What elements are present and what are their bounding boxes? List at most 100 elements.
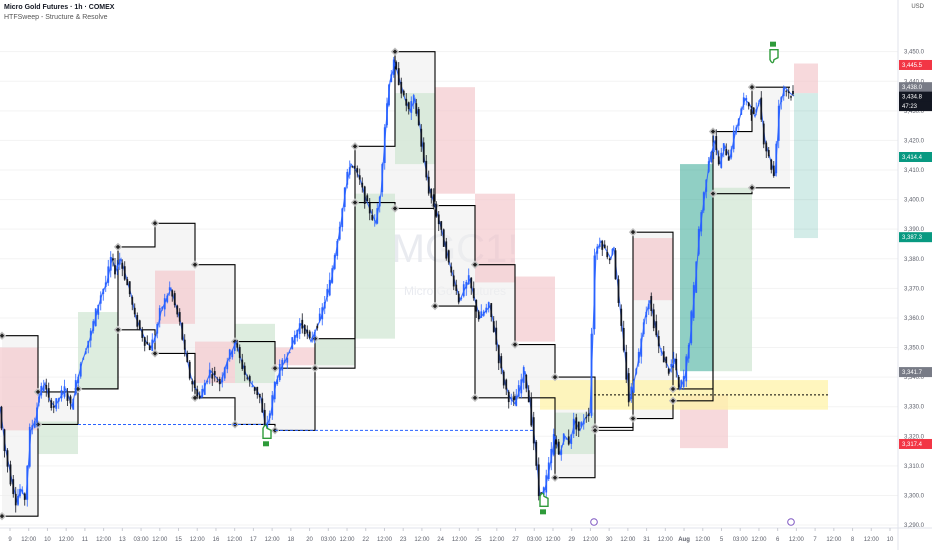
candle-body (567, 436, 570, 445)
candle-body (587, 413, 590, 417)
candle-body (487, 302, 490, 308)
candle-body (276, 379, 279, 385)
x-tick-label: 12:00 (695, 537, 711, 543)
candle-body (143, 337, 146, 346)
candle-body (447, 250, 450, 263)
event-marker-icon[interactable] (787, 518, 795, 526)
candle-body (163, 298, 166, 310)
candle-body (278, 363, 281, 381)
candle-body (770, 159, 773, 170)
candle-body (60, 390, 63, 399)
x-tick-label: 11 (82, 537, 89, 543)
candle-body (243, 365, 246, 375)
candle-body (261, 398, 264, 413)
pivot-low-diamond (390, 204, 400, 213)
candle-body (457, 293, 460, 303)
x-tick-label: 9 (8, 537, 12, 543)
candle-body (116, 265, 119, 270)
candle-body (672, 358, 675, 364)
x-tick-label: 12:00 (751, 537, 767, 543)
candle-body (94, 308, 97, 327)
zone-bear (435, 87, 475, 194)
candle-body (368, 202, 371, 214)
candle-body (507, 391, 510, 403)
x-tick-label: 03:00 (527, 537, 543, 543)
x-tick-label: 12:00 (545, 537, 561, 543)
candle-body (23, 493, 26, 500)
candle-body (17, 495, 19, 505)
y-tick-label: 3,360.0 (904, 316, 925, 322)
candle-body (136, 315, 139, 327)
candle-body (545, 475, 548, 493)
candle-body (6, 450, 9, 467)
candle-body (455, 284, 458, 291)
candle-body (156, 323, 159, 334)
y-tick-label: 3,420.0 (904, 138, 925, 144)
candle-body (341, 208, 344, 228)
candle-body (617, 279, 620, 303)
candle-body (40, 385, 43, 396)
pivot-high-diamond (470, 260, 480, 269)
candle-body (381, 164, 384, 193)
candle-body (131, 297, 134, 305)
candle-body (388, 84, 390, 106)
y-tick-label: 3,290.0 (904, 523, 925, 529)
candle-body (66, 393, 69, 401)
sweep-markers (262, 41, 779, 515)
candle-body (655, 321, 658, 336)
candle-body (173, 293, 176, 306)
x-tick-label: 12:00 (583, 537, 599, 543)
candle-body (203, 383, 206, 395)
y-tick-label: 3,300.0 (904, 493, 925, 499)
candle-body (470, 277, 473, 289)
candle-body (675, 358, 678, 371)
candle-body (216, 381, 219, 383)
y-tick-label: 3,320.0 (904, 434, 925, 440)
candle-body (608, 258, 611, 261)
x-tick-label: 12:00 (377, 537, 393, 543)
candle-body (637, 351, 640, 363)
candle-body (141, 329, 144, 338)
candle-body (606, 251, 609, 258)
hand-badge (770, 41, 776, 47)
candle-body (271, 395, 274, 416)
candle-body (465, 281, 468, 289)
candle-body (657, 336, 660, 347)
indicator-name[interactable]: HTFSweep - Structure & Resolve (4, 14, 108, 21)
candle-body (198, 395, 201, 398)
candle-body (331, 268, 334, 283)
candle-body (326, 289, 329, 298)
candle-body (565, 438, 568, 440)
x-tick-label: 12:00 (152, 537, 168, 543)
pivot-high-diamond (510, 340, 520, 349)
candle-body (717, 156, 720, 165)
candle-body (123, 266, 126, 280)
candle-body (520, 379, 523, 394)
event-marker-icon[interactable] (590, 518, 598, 526)
price-tag-label: 47:23 (902, 104, 918, 110)
candles (0, 56, 795, 513)
candle-body (560, 449, 563, 455)
candle-body (427, 176, 430, 194)
candle-body (472, 288, 475, 299)
candle-body (622, 327, 625, 351)
candle-body (485, 307, 488, 313)
zone-bull (38, 421, 78, 455)
x-tick-label: 10 (44, 537, 51, 543)
candle-body (550, 448, 553, 464)
candle-body (21, 489, 24, 493)
candle-body (680, 380, 683, 388)
candle-body (87, 340, 90, 348)
candle-body (722, 143, 725, 152)
candle-body (575, 417, 578, 430)
candle-body (233, 343, 236, 351)
x-tick-label: 12:00 (21, 537, 37, 543)
candle-body (467, 275, 470, 285)
pivot-high-diamond (628, 227, 638, 237)
x-tick-label: 12:00 (414, 537, 430, 543)
candle-body (692, 285, 695, 319)
candle-body (42, 385, 45, 392)
pivot-low-diamond (628, 414, 638, 423)
hand-shape (539, 492, 549, 508)
